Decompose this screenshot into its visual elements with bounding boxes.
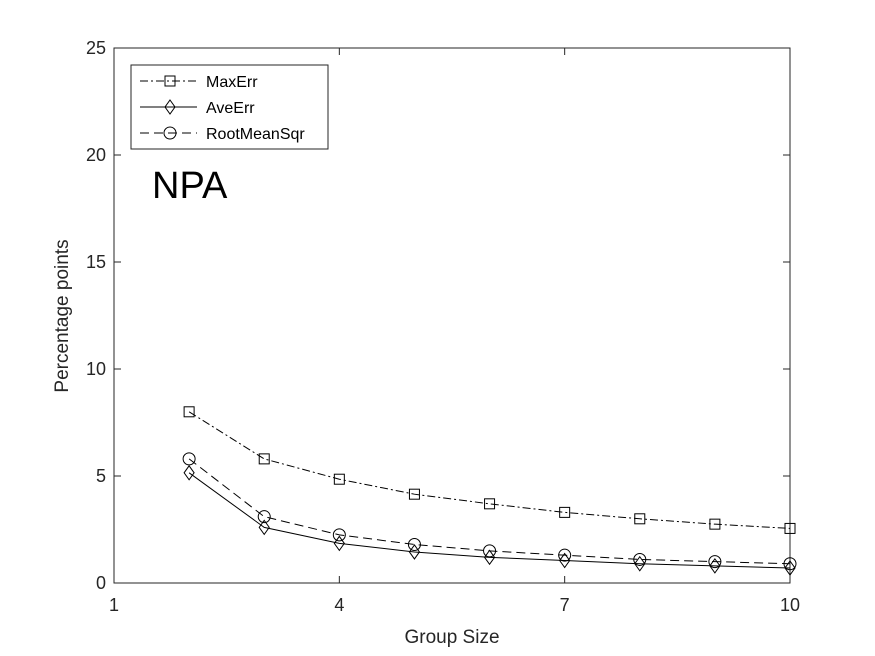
x-axis-label: Group Size: [404, 627, 499, 648]
axis-ticks: 1 4 7 10 0 5 10 15 20 25: [86, 38, 800, 615]
data-point-square: [784, 522, 796, 534]
data-point-diamond: [634, 555, 646, 572]
legend-marker-diamond: [164, 99, 176, 115]
data-point-square: [183, 406, 195, 418]
data-point-diamond: [333, 535, 345, 552]
data-point-circle: [407, 537, 421, 551]
data-point-circle: [558, 548, 572, 562]
data-point-diamond: [258, 519, 270, 536]
x-tick-label: 7: [560, 595, 570, 615]
data-point-circle: [708, 555, 722, 569]
data-point-square: [258, 453, 270, 465]
legend-label: RootMeanSqr: [206, 126, 305, 143]
chart-annotation: NPA: [152, 165, 228, 207]
data-point-circle: [332, 528, 346, 542]
y-tick-label: 5: [96, 466, 106, 486]
data-point-circle: [783, 557, 797, 571]
data-point-diamond: [709, 558, 721, 574]
series-RootMeanSqr: [182, 452, 797, 571]
data-point-square: [709, 518, 721, 530]
series-layer: [182, 406, 797, 576]
x-tick-label: 1: [109, 595, 119, 615]
data-point-circle: [257, 510, 271, 524]
data-point-circle: [483, 544, 497, 558]
data-point-square: [559, 506, 571, 518]
y-tick-label: 0: [96, 573, 106, 593]
legend-marker-circle: [163, 126, 177, 140]
data-point-square: [634, 513, 646, 525]
series-line: [188, 411, 791, 529]
legend-label: MaxErr: [206, 74, 258, 91]
y-tick-label: 20: [86, 145, 106, 165]
y-tick-label: 15: [86, 252, 106, 272]
data-point-diamond: [784, 560, 796, 576]
data-point-diamond: [559, 552, 571, 569]
y-axis-label: Percentage points: [52, 239, 73, 392]
data-point-circle: [182, 452, 196, 466]
y-tick-label: 25: [86, 38, 106, 58]
series-line: [188, 458, 791, 565]
data-point-square: [408, 488, 420, 500]
x-tick-label: 10: [780, 595, 800, 615]
data-point-square: [333, 473, 345, 485]
data-point-diamond: [183, 464, 195, 481]
data-point-diamond: [483, 549, 496, 566]
series-MaxErr: [183, 406, 796, 534]
data-point-circle: [633, 552, 647, 566]
legend-marker-square: [164, 75, 176, 87]
legend-label: AveErr: [206, 100, 255, 117]
data-point-square: [484, 498, 496, 510]
x-tick-label: 4: [334, 595, 344, 615]
legend: MaxErr AveErr RootMeanSqr: [130, 64, 329, 150]
y-tick-label: 10: [86, 359, 106, 379]
